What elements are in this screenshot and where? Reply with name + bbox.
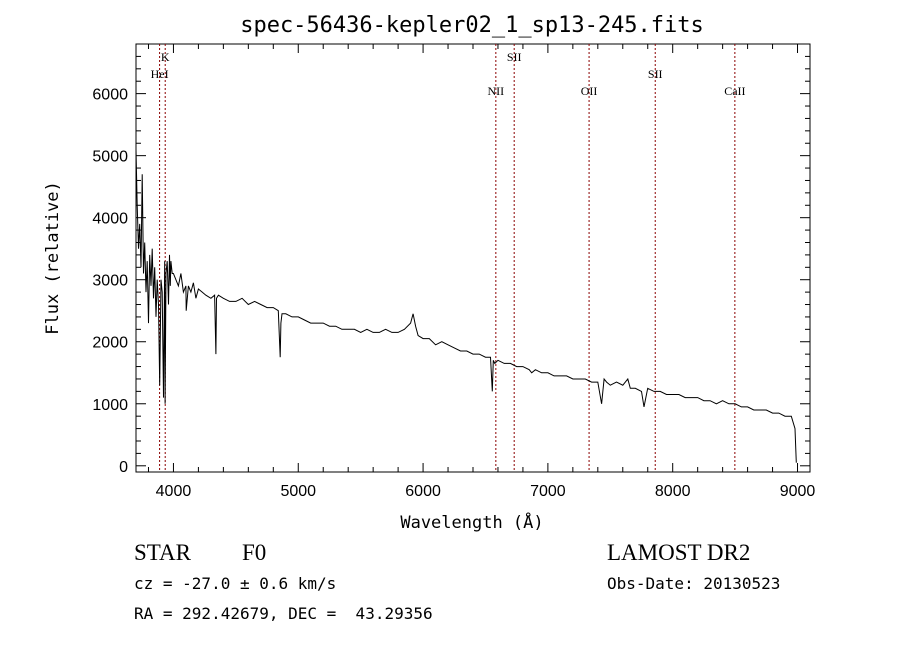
object-subclass: F0 (242, 540, 267, 565)
spectral-line-label: SII (507, 50, 522, 64)
y-tick-label: 4000 (92, 211, 128, 228)
y-axis-label: Flux (relative) (43, 181, 63, 335)
x-axis-label: Wavelength (Å) (400, 511, 543, 533)
y-tick-label: 1000 (92, 397, 128, 414)
y-tick-label: 3000 (92, 273, 128, 290)
survey-name: LAMOST DR2 (607, 540, 751, 565)
redshift-cz: cz = -27.0 ± 0.6 km/s (134, 574, 337, 593)
x-tick-label: 7000 (530, 483, 566, 500)
y-axis: 0 1000 2000 3000 4000 5000 6000 (92, 55, 810, 476)
spectral-line-markers: K HeI NII SII OII SII CaII (151, 44, 746, 472)
x-tick-label: 8000 (655, 483, 691, 500)
spectral-line-label: HeI (151, 67, 169, 81)
y-tick-label: 5000 (92, 149, 128, 166)
spectral-line-label: NII (488, 84, 505, 98)
spectral-line-label: OII (581, 84, 598, 98)
plot-frame (135, 43, 811, 473)
chart-title: spec-56436-kepler02_1_sp13-245.fits (240, 13, 704, 38)
y-tick-label: 2000 (92, 335, 128, 352)
x-tick-label: 4000 (156, 483, 192, 500)
spectrum-line (135, 149, 797, 463)
spectral-line-label: K (161, 50, 170, 64)
coordinates: RA = 292.42679, DEC = 43.29356 (134, 604, 433, 623)
y-tick-label: 6000 (92, 87, 128, 104)
spectral-line-label: SII (648, 67, 663, 81)
y-tick-label: 0 (119, 459, 128, 476)
obs-date: Obs-Date: 20130523 (607, 574, 781, 593)
object-type: STAR (134, 540, 191, 565)
x-tick-label: 6000 (405, 483, 441, 500)
x-tick-label: 5000 (280, 483, 316, 500)
x-axis: 4000 5000 6000 7000 8000 9000 (147, 44, 816, 500)
x-tick-label: 9000 (780, 483, 816, 500)
spectral-line-label: CaII (724, 84, 745, 98)
